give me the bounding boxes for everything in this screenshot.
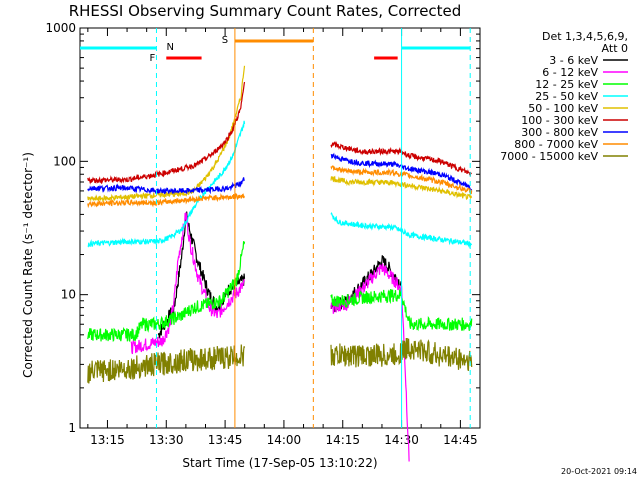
plot-frame bbox=[79, 27, 481, 429]
series-line-6-before-saa bbox=[87, 177, 245, 195]
y-tick-label: 100 bbox=[53, 154, 76, 168]
series-line-8-before-saa bbox=[87, 344, 246, 384]
y-tick-label: 1000 bbox=[45, 21, 76, 35]
legend-label: 25 - 50 keV bbox=[535, 90, 598, 103]
legend-header: Det 1,3,4,5,6,9, bbox=[542, 30, 628, 43]
series-line-5-before-saa bbox=[87, 81, 246, 185]
plot-area: 1 10 100 1000 13:15 13:30 13:45 14:00 14:15 14:30… bbox=[45, 21, 481, 462]
legend-label: 3 - 6 keV bbox=[549, 54, 598, 67]
series-line-1-before-saa bbox=[130, 212, 245, 355]
marker-f: F bbox=[150, 53, 156, 64]
x-tick-label: 13:15 bbox=[90, 433, 125, 447]
x-axis-label: Start Time (17-Sep-05 13:10:22) bbox=[182, 456, 377, 470]
timestamp: 20-Oct-2021 09:14 bbox=[561, 467, 637, 476]
y-tick-label: 1 bbox=[68, 421, 76, 435]
legend-label: 100 - 300 keV bbox=[521, 114, 598, 127]
x-tick-label: 13:30 bbox=[149, 433, 184, 447]
legend-label: 50 - 100 keV bbox=[528, 102, 598, 115]
legend-label: 6 - 12 keV bbox=[542, 66, 598, 79]
y-tick-label: 10 bbox=[61, 288, 76, 302]
x-tick-label: 13:45 bbox=[208, 433, 243, 447]
legend-label: 12 - 25 keV bbox=[535, 78, 598, 91]
series-line-3-before-saa bbox=[87, 120, 246, 248]
x-tick-label: 14:15 bbox=[325, 433, 360, 447]
x-tick-label: 14:30 bbox=[384, 433, 419, 447]
marker-s: S bbox=[222, 35, 228, 46]
legend-header: Att 0 bbox=[602, 42, 628, 55]
series-line-2-before-saa bbox=[87, 241, 246, 343]
x-tick-label: 14:00 bbox=[267, 433, 302, 447]
series-line-4-before-saa bbox=[87, 65, 246, 203]
chart-title: RHESSI Observing Summary Count Rates, Co… bbox=[69, 2, 462, 20]
x-tick-label: 14:45 bbox=[443, 433, 478, 447]
marker-n: N bbox=[166, 42, 173, 53]
y-axis-label: Corrected Count Rate (s⁻¹ detector⁻¹) bbox=[21, 152, 35, 378]
legend-label: 7000 - 15000 keV bbox=[500, 150, 598, 163]
legend-label: 800 - 7000 keV bbox=[514, 138, 598, 151]
legend-label: 300 - 800 keV bbox=[521, 126, 598, 139]
series-line-7-before-saa bbox=[87, 192, 246, 209]
